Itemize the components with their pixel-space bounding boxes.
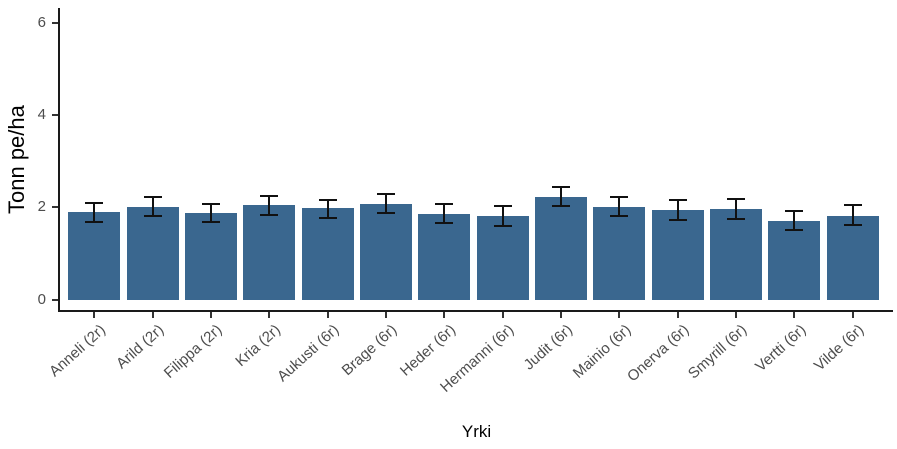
error-bar-cap-bottom <box>726 217 745 220</box>
error-bar-line <box>93 202 96 223</box>
error-bar-cap-bottom <box>201 220 220 223</box>
x-tick-label: Brage (6r) <box>339 321 401 380</box>
x-tick <box>326 312 329 318</box>
x-tick <box>443 312 446 318</box>
error-bar-line <box>793 210 796 231</box>
bar <box>418 213 471 300</box>
error-bar-cap-top <box>376 192 395 195</box>
error-bar-line <box>268 195 271 216</box>
error-bar-cap-bottom <box>435 222 454 225</box>
error-bar-cap-top <box>85 202 104 205</box>
x-tick <box>734 312 737 318</box>
x-tick <box>559 312 562 318</box>
error-bar-cap-bottom <box>551 205 570 208</box>
error-bar-cap-top <box>201 203 220 206</box>
error-bar-cap-bottom <box>85 220 104 223</box>
error-bar-cap-top <box>318 199 337 202</box>
bar <box>359 203 412 300</box>
error-bar-line <box>151 196 154 218</box>
bar <box>184 213 237 300</box>
error-bar-line <box>676 199 679 222</box>
error-bar-cap-top <box>143 196 162 199</box>
x-tick <box>793 312 796 318</box>
x-tick <box>501 312 504 318</box>
x-tick-label: Smyrill (6r) <box>685 321 751 383</box>
y-tick-label: 6 <box>37 13 46 31</box>
bar <box>68 212 121 300</box>
x-tick <box>151 312 154 318</box>
error-bar-cap-top <box>435 203 454 206</box>
x-tick-label: Filippa (2r) <box>161 321 226 382</box>
x-tick-label: Kria (2r) <box>232 321 285 371</box>
y-tick-label: 0 <box>37 290 46 308</box>
bar <box>709 209 762 300</box>
y-tick <box>52 114 58 117</box>
x-tick <box>618 312 621 318</box>
error-bar-cap-bottom <box>668 219 687 222</box>
x-tick <box>676 312 679 318</box>
x-tick <box>384 312 387 318</box>
error-bar-cap-bottom <box>143 215 162 218</box>
error-bar-cap-top <box>785 210 804 213</box>
x-tick-label: Vertti (6r) <box>751 321 809 376</box>
error-bar-line <box>734 198 737 220</box>
y-tick <box>52 298 58 301</box>
error-bar-line <box>851 204 854 226</box>
error-bar-cap-top <box>493 205 512 207</box>
error-bar-line <box>209 203 212 223</box>
error-bar-cap-top <box>260 195 279 198</box>
bar <box>826 215 879 300</box>
x-tick-label: Anneli (2r) <box>46 321 110 381</box>
bar <box>126 207 179 300</box>
error-bar-line <box>501 205 504 228</box>
error-bar-line <box>618 195 621 217</box>
bar <box>301 208 354 300</box>
error-bar-cap-top <box>668 199 687 202</box>
bar <box>476 216 529 300</box>
error-bar-cap-top <box>843 204 862 207</box>
bar <box>768 220 821 300</box>
error-bar-line <box>559 186 562 208</box>
y-tick <box>52 206 58 209</box>
bar <box>593 206 646 300</box>
error-bar-cap-bottom <box>610 214 629 217</box>
x-axis-line <box>58 310 893 312</box>
x-tick <box>93 312 96 318</box>
bar <box>651 210 704 300</box>
x-tick <box>268 312 271 318</box>
error-bar-cap-top <box>551 186 570 189</box>
error-bar-cap-bottom <box>260 213 279 216</box>
error-bar-line <box>443 203 446 225</box>
y-axis-line <box>58 8 60 312</box>
error-bar-cap-bottom <box>376 212 395 215</box>
x-tick <box>851 312 854 318</box>
bar <box>534 196 587 300</box>
bar <box>243 205 296 300</box>
x-tick-label: Onerva (6r) <box>623 321 693 386</box>
x-tick-label: Judit (6r) <box>520 321 576 374</box>
error-bar-cap-bottom <box>785 228 804 231</box>
y-tick <box>52 21 58 24</box>
x-tick <box>209 312 212 318</box>
error-bar-line <box>326 199 329 219</box>
error-bar-cap-bottom <box>318 216 337 219</box>
plot-area: 0 2 4 6 Anneli (2r) Arild (2r) Filippa (2r) Kri… <box>38 8 893 396</box>
y-tick-label: 2 <box>37 198 46 216</box>
error-bar-cap-bottom <box>493 225 512 228</box>
x-axis-title: Yrki <box>461 422 492 441</box>
y-axis-title: Tonn pe/ha <box>4 105 29 215</box>
error-bar-cap-top <box>726 198 745 201</box>
x-tick-label: Arild (2r) <box>113 321 168 373</box>
error-bar-cap-top <box>610 195 629 198</box>
error-bar-line <box>384 192 387 215</box>
x-tick-label: Aukusti (6r) <box>273 321 343 386</box>
x-tick-label: Vilde (6r) <box>810 321 868 375</box>
y-tick-label: 4 <box>37 106 46 124</box>
error-bar-cap-bottom <box>843 223 862 226</box>
